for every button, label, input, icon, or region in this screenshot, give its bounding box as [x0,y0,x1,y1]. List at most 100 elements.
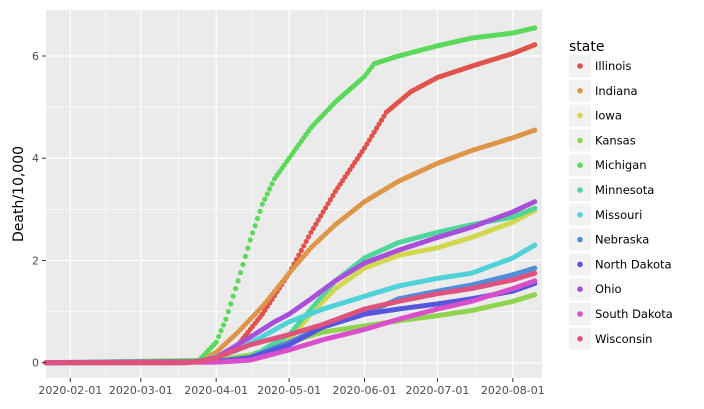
legend-label: Minnesota [595,183,654,197]
legend-label: Michigan [595,158,647,172]
data-point [257,208,263,214]
legend-key-dot [577,162,583,168]
data-point [364,141,370,147]
data-point [298,247,304,254]
legend-item: Missouri [569,203,642,226]
data-point [303,238,309,245]
data-point [267,186,273,192]
data-point [330,192,336,199]
data-point [361,145,368,151]
data-point [325,201,331,207]
data-point [532,292,538,298]
x-tick-label: 2020-06-01 [333,384,397,397]
y-tick-label: 4 [32,152,39,165]
data-point [532,242,538,248]
data-point [262,307,268,313]
data-point [240,261,246,268]
legend-key-dot [577,286,583,293]
x-tick-label: 2020-02-01 [38,384,102,397]
data-point [245,245,251,251]
legend: state Illinois Indiana Iowa Kansas Michigan M… [569,39,673,350]
legend-key-dot [577,336,583,342]
legend-label: North Dakota [595,257,672,271]
data-point [371,129,377,135]
legend-item: Illinois [569,55,632,77]
data-point [369,133,375,139]
legend-key-dot [577,137,583,144]
y-tick-label: 0 [32,357,39,370]
legend-label: Ohio [595,282,622,296]
data-point [213,339,219,345]
data-point [252,223,258,229]
data-point [532,278,538,284]
data-point [247,237,253,243]
data-point [264,191,270,197]
data-point [323,205,329,211]
y-tick-label: 6 [32,50,39,63]
data-point [327,197,334,203]
data-point [228,301,234,307]
legend-key-dot [577,261,583,268]
legend-label: Wisconsin [595,332,652,346]
grid-major [46,10,542,378]
data-point [532,199,538,205]
legend-item: South Dakota [569,303,673,325]
legend-key-dot [577,63,583,69]
data-point [315,217,321,223]
legend-key-dot [577,112,583,119]
data-point [318,213,324,219]
legend-item: Michigan [569,154,647,177]
legend-item: Indiana [569,79,638,102]
data-point [218,328,224,334]
data-point [305,234,312,240]
data-point [532,42,538,48]
data-point [262,196,268,202]
x-tick-label: 2020-08-01 [481,384,545,397]
data-point [301,243,307,249]
legend-item: Ohio [569,278,622,301]
data-point [242,253,248,259]
data-point [532,270,538,276]
data-point [374,125,380,131]
data-point [378,117,385,123]
x-axis: 2020-02-01 2020-03-01 2020-04-01 2020-05-01… [38,378,545,397]
y-axis: 0 2 4 6 [32,50,46,370]
data-point [320,209,326,215]
legend-key-dot [577,236,583,243]
data-point [313,221,319,227]
data-point [532,265,538,271]
legend-item: Minnesota [569,179,654,201]
x-tick-label: 2020-04-01 [184,384,248,397]
data-point [259,311,265,317]
data-point [532,25,538,31]
data-point [223,316,229,322]
legend-item: Nebraska [569,228,649,251]
data-point [366,137,372,143]
data-point [259,201,265,207]
data-point [216,333,222,340]
data-point [532,205,538,211]
legend-label: Kansas [595,133,636,147]
data-point [230,293,236,299]
legend-label: Indiana [595,84,638,98]
data-point [376,121,382,127]
data-point [269,181,275,187]
legend-item: Kansas [569,129,636,152]
legend-label: Iowa [595,109,622,123]
data-point [310,225,317,231]
legend-title: state [569,39,604,55]
data-point [220,322,227,328]
data-point [254,215,261,222]
series-wisconsin [43,270,538,366]
data-point [225,308,231,315]
data-point [237,270,244,276]
data-point [250,230,256,236]
legend-item: North Dakota [569,253,672,276]
legend-key-dot [577,212,583,218]
legend-item: Wisconsin [569,327,652,350]
y-axis-title: Death/10,000 [11,146,27,242]
legend-label: Illinois [595,59,632,73]
data-point [233,285,239,292]
data-point [235,278,241,284]
